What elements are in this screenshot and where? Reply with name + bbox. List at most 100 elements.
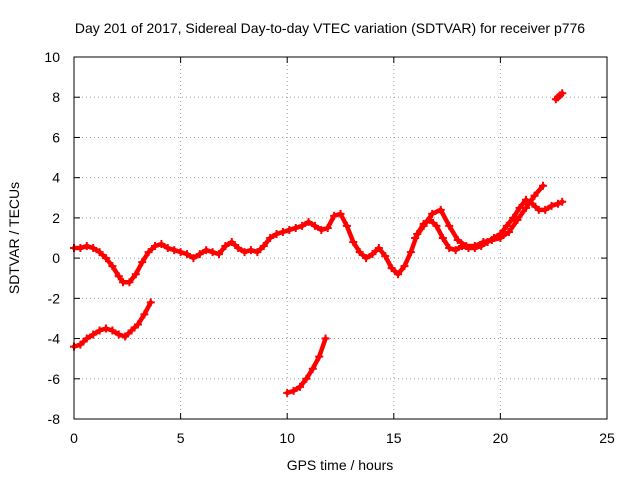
x-tick-label: 15 <box>386 430 402 446</box>
data-point <box>381 252 390 261</box>
data-point <box>89 330 98 339</box>
data-point <box>108 326 117 335</box>
data-point <box>234 244 243 253</box>
data-point <box>349 238 358 247</box>
data-point <box>114 330 123 339</box>
data-point <box>285 225 294 234</box>
data-point <box>283 388 292 397</box>
data-point <box>101 324 110 333</box>
data-point <box>553 199 562 208</box>
data-point <box>436 205 445 214</box>
data-point <box>95 248 104 257</box>
data-point <box>101 254 110 263</box>
data-point <box>428 209 437 218</box>
data-point <box>138 258 147 267</box>
data-point <box>438 234 447 242</box>
data-point <box>355 248 364 257</box>
data-point <box>240 248 249 257</box>
series <box>283 334 330 397</box>
data-point <box>342 221 351 230</box>
y-tick-label: 4 <box>52 170 60 186</box>
data-point <box>295 382 304 391</box>
data-point <box>133 320 142 329</box>
data-point <box>558 89 567 98</box>
data-point <box>302 374 311 383</box>
data-point <box>195 250 204 259</box>
y-tick-label: 0 <box>52 250 60 266</box>
data-point <box>368 250 377 259</box>
data-point <box>266 234 275 242</box>
y-tick-label: -4 <box>48 331 61 347</box>
series-trace <box>553 90 565 102</box>
data-point <box>323 223 332 232</box>
data-point <box>157 240 166 249</box>
data-point <box>521 195 530 204</box>
data-point <box>558 197 567 206</box>
data-point <box>539 181 548 190</box>
y-tick-label: 2 <box>52 210 60 226</box>
data-point <box>163 244 172 253</box>
data-point <box>462 242 471 251</box>
chart-title: Day 201 of 2017, Sidereal Day-to-day VTE… <box>75 20 585 36</box>
data-point <box>76 340 85 349</box>
data-point <box>146 298 155 307</box>
data-point <box>509 213 518 222</box>
data-point <box>310 221 319 230</box>
x-tick-label: 0 <box>70 430 78 446</box>
data-point <box>121 332 130 341</box>
data-point <box>182 250 191 259</box>
data-point <box>445 244 454 253</box>
y-tick-label: -8 <box>48 411 61 427</box>
data-point <box>317 225 326 234</box>
y-tick-label: -6 <box>48 371 61 387</box>
data-point <box>541 205 550 214</box>
axis-ticks: 0 5 10 15 20 25 -8 -6 -4 -2 0 2 4 6 8 10 <box>44 49 615 446</box>
data-point <box>127 326 136 335</box>
data-point <box>304 217 313 226</box>
data-point <box>89 244 98 253</box>
data-point <box>170 246 179 255</box>
data-point <box>419 221 428 230</box>
data-point <box>291 223 300 232</box>
x-axis-title: GPS time / hours <box>287 457 394 473</box>
data-point <box>470 242 479 251</box>
y-tick-label: 8 <box>52 89 60 105</box>
data-point <box>125 278 134 287</box>
y-tick-label: 10 <box>44 49 60 65</box>
data-point <box>208 248 217 257</box>
y-tick-label: -2 <box>48 290 61 306</box>
data-point <box>82 242 91 251</box>
data-point <box>76 244 85 253</box>
x-tick-label: 10 <box>279 430 295 446</box>
data-point <box>496 234 505 242</box>
x-tick-label: 20 <box>493 430 509 446</box>
data-point <box>453 236 462 245</box>
y-axis-title: SDTVAR / TECUs <box>6 182 22 294</box>
data-point <box>362 254 371 263</box>
data-point <box>504 227 513 236</box>
data-point <box>140 310 149 319</box>
data-point <box>108 262 117 271</box>
y-tick-label: 6 <box>52 129 60 145</box>
data-point <box>400 262 409 271</box>
data-point <box>394 270 403 279</box>
series-trace <box>412 183 546 249</box>
gridlines <box>74 57 607 419</box>
data-point <box>451 246 460 255</box>
data-point <box>144 248 153 257</box>
data-point <box>521 203 530 212</box>
data-point <box>82 334 91 343</box>
series <box>551 89 567 104</box>
x-tick-label: 5 <box>177 430 185 446</box>
data-point <box>298 221 307 230</box>
data-point <box>336 209 345 218</box>
data-point <box>432 221 441 230</box>
data-point <box>253 248 262 257</box>
data-point <box>513 215 522 224</box>
series <box>411 181 548 251</box>
data-point <box>330 211 339 220</box>
data-point <box>214 250 223 259</box>
data-point <box>189 254 198 263</box>
